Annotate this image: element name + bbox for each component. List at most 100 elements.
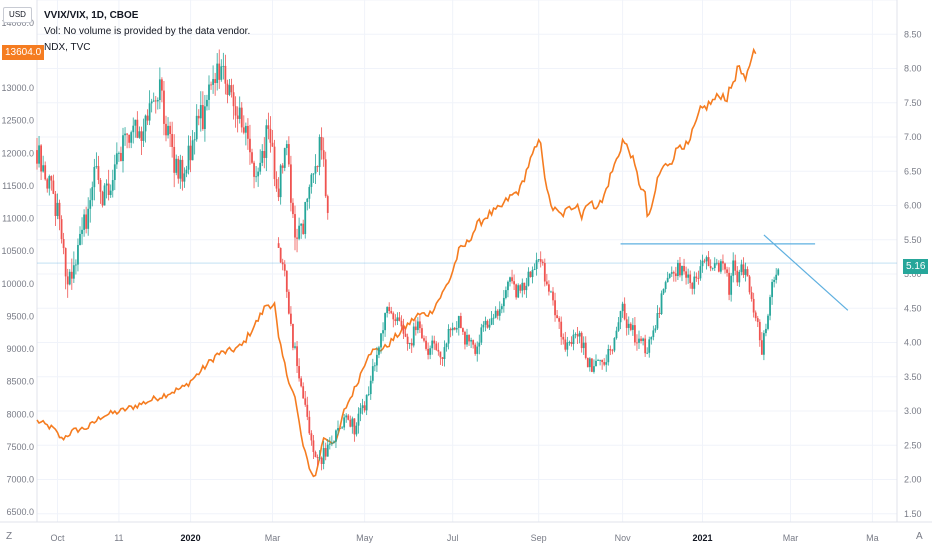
time-axis-tick: Oct xyxy=(50,533,65,543)
candle-body xyxy=(335,430,337,442)
right-axis-tick: 4.00 xyxy=(904,338,922,348)
candle-body xyxy=(314,166,317,174)
candle-body xyxy=(326,444,329,457)
candle-body xyxy=(709,266,712,269)
candle-body xyxy=(154,100,157,102)
candle-body xyxy=(216,63,219,83)
candle-body xyxy=(304,398,307,405)
candle-body xyxy=(412,326,415,346)
candle-body xyxy=(140,131,143,141)
candle-body xyxy=(498,309,501,316)
candle-body xyxy=(183,173,186,182)
left-axis-tick: 6500.0 xyxy=(6,507,34,517)
auto-scale-z-button[interactable]: Z xyxy=(6,531,13,542)
time-axis-tick: May xyxy=(356,533,374,543)
candle-body xyxy=(568,342,571,343)
candle-body xyxy=(687,274,690,278)
candle-body xyxy=(328,443,331,445)
candle-body xyxy=(361,405,364,409)
candle-body xyxy=(689,274,692,283)
candle-body xyxy=(476,346,479,354)
time-axis-tick: Sep xyxy=(531,533,547,543)
candle-body xyxy=(705,257,708,262)
candle-body xyxy=(486,320,489,328)
candle-body xyxy=(287,291,290,314)
candle-body xyxy=(60,219,63,239)
candle-body xyxy=(97,166,100,180)
candle-body xyxy=(535,260,538,270)
candle-body xyxy=(750,292,753,299)
candle-body xyxy=(251,152,253,163)
candle-body xyxy=(267,125,270,129)
candle-body xyxy=(89,200,92,209)
candle-body xyxy=(93,166,96,188)
candle-body xyxy=(285,270,288,292)
candle-body xyxy=(732,260,735,276)
candle-body xyxy=(210,84,212,86)
candle-body xyxy=(662,289,665,294)
legend-title[interactable]: VVIX/VIX, 1D, CBOE xyxy=(44,10,139,21)
candle-body xyxy=(163,90,165,124)
candle-body xyxy=(580,332,583,349)
candle-body xyxy=(482,324,485,328)
candle-body xyxy=(228,85,231,95)
legend-overlay[interactable]: NDX, TVC xyxy=(44,42,91,53)
candle-body xyxy=(728,272,730,295)
candle-body xyxy=(629,323,632,330)
candle-body xyxy=(459,316,462,329)
candle-body xyxy=(570,342,573,345)
candle-body xyxy=(609,349,612,351)
candle-body xyxy=(421,328,423,339)
candle-body xyxy=(554,300,556,316)
candle-body xyxy=(507,281,509,291)
candle-body xyxy=(722,261,724,264)
candle-body xyxy=(240,107,243,128)
candle-body xyxy=(738,271,741,283)
right-axis-tick: 7.00 xyxy=(904,132,922,142)
candle-body xyxy=(730,275,733,295)
candle-body xyxy=(621,303,624,312)
candle-body xyxy=(107,183,110,195)
candle-body xyxy=(572,334,575,345)
candle-body xyxy=(427,348,429,355)
candle-body xyxy=(736,270,739,283)
candle-body xyxy=(763,333,765,355)
candle-body xyxy=(773,279,776,282)
currency-button[interactable]: USD xyxy=(3,7,32,23)
candle-body xyxy=(191,140,194,161)
candle-body xyxy=(529,271,532,278)
candle-body xyxy=(548,284,550,292)
candle-body xyxy=(242,127,245,133)
candle-body xyxy=(715,262,718,264)
candle-body xyxy=(396,317,399,322)
candle-body xyxy=(226,83,229,95)
candle-body xyxy=(343,417,346,428)
candle-body xyxy=(236,115,239,119)
candle-body xyxy=(619,311,622,323)
candle-body xyxy=(72,265,75,279)
candle-body xyxy=(431,340,434,349)
candle-body xyxy=(349,419,352,427)
candle-body xyxy=(330,443,333,444)
candle-body xyxy=(138,131,141,138)
candle-body xyxy=(255,176,257,178)
candle-body xyxy=(79,233,81,245)
candle-body xyxy=(279,165,282,198)
candle-body xyxy=(75,264,77,266)
candle-body xyxy=(670,272,673,274)
candle-body xyxy=(681,265,683,276)
candle-body xyxy=(760,340,763,355)
right-axis-tick: 2.00 xyxy=(904,475,922,485)
right-axis-tick: 3.50 xyxy=(904,372,922,382)
candle-body xyxy=(224,65,227,84)
candle-body xyxy=(308,416,311,434)
candle-body xyxy=(537,259,540,261)
candle-body xyxy=(545,281,548,285)
candle-body xyxy=(376,354,378,366)
candle-body xyxy=(105,183,108,186)
candle-body xyxy=(222,65,225,67)
candle-body xyxy=(640,338,642,341)
auto-scale-a-button[interactable]: A xyxy=(916,531,923,542)
